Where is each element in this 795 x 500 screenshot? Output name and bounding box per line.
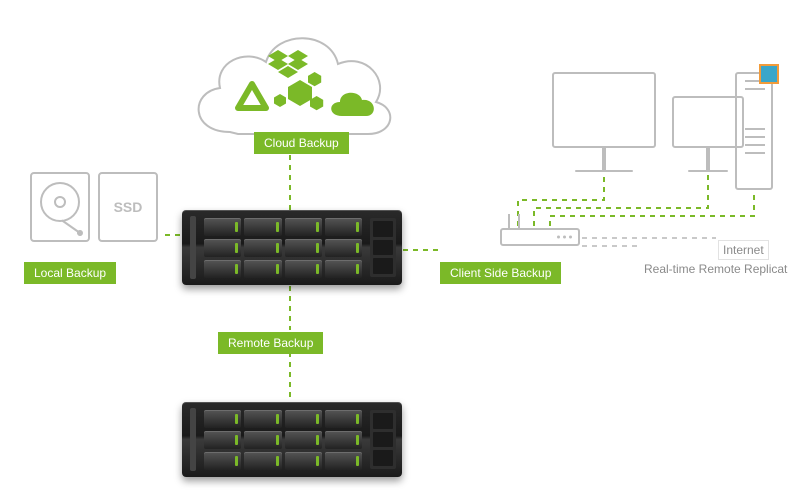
desktop-monitor-2: [672, 96, 744, 172]
remote-backup-label: Remote Backup: [218, 332, 323, 354]
client-side-backup-label: Client Side Backup: [440, 262, 561, 284]
nas-unit-remote: [182, 402, 402, 477]
hdd-icon: [30, 172, 90, 242]
internet-label: Internet: [718, 240, 769, 260]
server-tower-icon: [735, 72, 773, 190]
router-icon: [500, 228, 580, 246]
ssd-icon: SSD: [98, 172, 158, 242]
realtime-replicat-label: Real-time Remote Replicat: [644, 262, 787, 276]
backup-topology-diagram: SSD Cloud Backup Local Backup Remote Bac…: [0, 0, 795, 500]
ssd-label: SSD: [114, 199, 143, 215]
nas-unit-primary: [182, 210, 402, 285]
local-backup-label: Local Backup: [24, 262, 116, 284]
cloud-backup-label: Cloud Backup: [254, 132, 349, 154]
tower-badge-icon: [759, 64, 779, 84]
desktop-monitor-1: [552, 72, 656, 172]
